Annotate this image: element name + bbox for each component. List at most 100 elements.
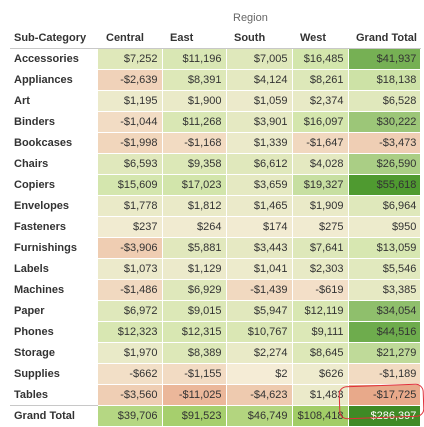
row-label[interactable]: Phones	[14, 326, 54, 338]
row-label[interactable]: Machines	[14, 284, 65, 296]
cell-grand-total[interactable]: -$3,473	[348, 132, 422, 154]
cell-central[interactable]: $1,778	[98, 195, 163, 217]
cell-grand-total[interactable]: $6,528	[348, 90, 422, 112]
column-header-central[interactable]: Central	[98, 28, 162, 49]
cell-grand-total[interactable]: $30,222	[348, 111, 422, 133]
cell-central[interactable]: $12,323	[98, 321, 163, 343]
cell-east[interactable]: $1,812	[162, 195, 227, 217]
grand-total-label[interactable]: Grand Total	[10, 405, 98, 427]
row-label[interactable]: Accessories	[14, 53, 79, 66]
cell-central[interactable]: $1,195	[98, 90, 163, 112]
cell-east[interactable]: $17,023	[162, 174, 227, 196]
cell-west[interactable]: $19,327	[292, 174, 349, 196]
cell-south[interactable]: $1,059	[226, 90, 293, 112]
row-label[interactable]: Storage	[14, 347, 55, 359]
cell-grand-total[interactable]: $3,385	[348, 279, 422, 301]
cell-south[interactable]: $3,659	[226, 174, 293, 196]
cell-south[interactable]: $7,005	[226, 48, 293, 70]
cell-grand-total[interactable]: $34,054	[348, 300, 422, 322]
cell-west[interactable]: $9,111	[292, 321, 349, 343]
cell-grand-total[interactable]: -$17,725	[348, 384, 422, 406]
total-cell-grand-total[interactable]: $286,397	[348, 405, 422, 427]
cell-grand-total[interactable]: $950	[348, 216, 422, 238]
cell-east[interactable]: $8,389	[162, 342, 227, 364]
cell-east[interactable]: $12,315	[162, 321, 227, 343]
cell-grand-total[interactable]: $18,138	[348, 69, 422, 91]
row-label[interactable]: Chairs	[14, 158, 49, 170]
column-header-grand-total[interactable]: Grand Total	[348, 28, 421, 49]
row-label[interactable]: Labels	[14, 263, 49, 275]
cell-east[interactable]: $9,015	[162, 300, 227, 322]
row-label[interactable]: Furnishings	[14, 242, 77, 254]
cell-west[interactable]: -$619	[292, 279, 349, 301]
cell-east[interactable]: $11,268	[162, 111, 227, 133]
cell-west[interactable]: -$1,647	[292, 132, 349, 154]
cell-central[interactable]: -$1,044	[98, 111, 163, 133]
cell-grand-total[interactable]: -$1,189	[348, 363, 422, 385]
total-cell-west[interactable]: $108,418	[292, 405, 349, 427]
cell-central[interactable]: $15,609	[98, 174, 163, 196]
cell-south[interactable]: $2	[226, 363, 293, 385]
cell-south[interactable]: $2,274	[226, 342, 293, 364]
cell-central[interactable]: -$3,906	[98, 237, 163, 259]
column-header-east[interactable]: East	[162, 28, 226, 49]
cell-south[interactable]: $3,443	[226, 237, 293, 259]
cell-south[interactable]: $1,041	[226, 258, 293, 280]
cell-central[interactable]: -$1,998	[98, 132, 163, 154]
row-label[interactable]: Paper	[14, 305, 45, 317]
row-label[interactable]: Bookcases	[14, 137, 73, 149]
cell-east[interactable]: $264	[162, 216, 227, 238]
total-cell-east[interactable]: $91,523	[162, 405, 227, 427]
cell-central[interactable]: $7,252	[98, 48, 163, 70]
row-label[interactable]: Binders	[14, 116, 55, 128]
cell-south[interactable]: -$4,623	[226, 384, 293, 406]
row-label[interactable]: Copiers	[14, 179, 55, 191]
cell-west[interactable]: $8,645	[292, 342, 349, 364]
cell-central[interactable]: $6,593	[98, 153, 163, 175]
cell-west[interactable]: $7,641	[292, 237, 349, 259]
column-header-west[interactable]: West	[292, 28, 348, 49]
cell-central[interactable]: $1,970	[98, 342, 163, 364]
cell-central[interactable]: $237	[98, 216, 163, 238]
cell-west[interactable]: $16,485	[292, 48, 349, 70]
cell-central[interactable]: $1,073	[98, 258, 163, 280]
cell-east[interactable]: -$1,168	[162, 132, 227, 154]
cell-grand-total[interactable]: $13,059	[348, 237, 422, 259]
cell-east[interactable]: -$11,025	[162, 384, 227, 406]
cell-south[interactable]: $3,901	[226, 111, 293, 133]
cell-east[interactable]: $9,358	[162, 153, 227, 175]
cell-south[interactable]: $5,947	[226, 300, 293, 322]
cell-central[interactable]: -$662	[98, 363, 163, 385]
cell-south[interactable]: $6,612	[226, 153, 293, 175]
cell-west[interactable]: $1,909	[292, 195, 349, 217]
cell-central[interactable]: -$1,486	[98, 279, 163, 301]
total-cell-central[interactable]: $39,706	[98, 405, 163, 427]
cell-south[interactable]: $174	[226, 216, 293, 238]
cell-east[interactable]: $8,391	[162, 69, 227, 91]
cell-south[interactable]: $1,339	[226, 132, 293, 154]
cell-grand-total[interactable]: $44,516	[348, 321, 422, 343]
cell-west[interactable]: $16,097	[292, 111, 349, 133]
cell-west[interactable]: $2,303	[292, 258, 349, 280]
cell-south[interactable]: -$1,439	[226, 279, 293, 301]
cell-south[interactable]: $10,767	[226, 321, 293, 343]
cell-west[interactable]: $626	[292, 363, 349, 385]
cell-central[interactable]: -$3,560	[98, 384, 163, 406]
cell-west[interactable]: $4,028	[292, 153, 349, 175]
row-label[interactable]: Envelopes	[14, 200, 70, 212]
cell-south[interactable]: $1,465	[226, 195, 293, 217]
cell-central[interactable]: $6,972	[98, 300, 163, 322]
cell-east[interactable]: $5,881	[162, 237, 227, 259]
column-header-south[interactable]: South	[226, 28, 292, 49]
cell-grand-total[interactable]: $26,590	[348, 153, 422, 175]
cell-south[interactable]: $4,124	[226, 69, 293, 91]
cell-east[interactable]: -$1,155	[162, 363, 227, 385]
row-label[interactable]: Tables	[14, 388, 49, 401]
cell-grand-total[interactable]: $55,618	[348, 174, 422, 196]
cell-central[interactable]: -$2,639	[98, 69, 163, 91]
row-label[interactable]: Art	[14, 95, 30, 107]
cell-east[interactable]: $11,196	[162, 48, 227, 70]
cell-grand-total[interactable]: $41,937	[348, 48, 422, 70]
row-label[interactable]: Appliances	[14, 74, 73, 86]
total-cell-south[interactable]: $46,749	[226, 405, 293, 427]
